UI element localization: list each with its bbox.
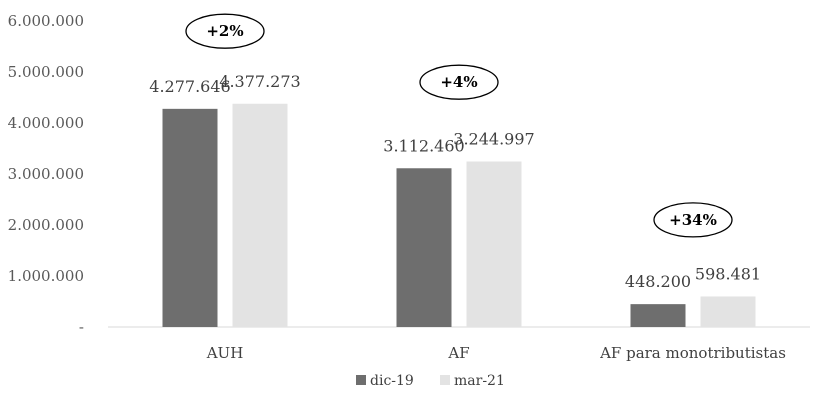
annotation-text-1: +4%: [440, 73, 477, 91]
legend-swatch-mar-21: [440, 375, 450, 385]
category-label-2: AF para monotributistas: [599, 344, 786, 362]
category-label-0: AUH: [206, 344, 244, 362]
bar-dic-19-0: [162, 108, 218, 327]
bar-dic-19-2: [630, 304, 686, 327]
y-tick-label-1: 1.000.000: [8, 267, 84, 285]
data-label-mar-21-1: 3.244.997: [453, 130, 534, 149]
bar-mar-21-1: [466, 161, 522, 327]
y-tick-label-5: 5.000.000: [8, 63, 84, 81]
y-tick-label-4: 4.000.000: [8, 114, 84, 132]
y-tick-label-3: 3.000.000: [8, 165, 84, 183]
legend-label-mar-21: mar-21: [454, 373, 505, 389]
annotations: +2% +4% +34%: [185, 13, 733, 238]
y-axis: - 1.000.000 2.000.000 3.000.000 4.000.000 5.0…: [8, 12, 84, 336]
annotation-ellipse-0: [185, 13, 265, 49]
annotation-ellipse-1: [419, 64, 499, 100]
legend: dic-19 mar-21: [356, 373, 505, 389]
data-label-dic-19-2: 448.200: [625, 272, 691, 291]
data-label-mar-21-2: 598.481: [695, 264, 761, 283]
annotation-text-2: +34%: [669, 211, 717, 229]
legend-swatch-dic-19: [356, 375, 366, 385]
bar-mar-21-2: [700, 296, 756, 327]
data-label-dic-19-0: 4.277.646: [149, 77, 230, 96]
bar-mar-21-0: [232, 103, 288, 327]
bar-dic-19-1: [396, 168, 452, 327]
annotation-ellipse-2: [653, 202, 733, 238]
y-tick-label-2: 2.000.000: [8, 216, 84, 234]
y-tick-label-0: -: [79, 318, 84, 336]
annotation-text-0: +2%: [206, 22, 243, 40]
data-label-dic-19-1: 3.112.460: [383, 136, 464, 155]
category-labels: AUH AF AF para monotributistas: [206, 344, 786, 362]
y-tick-label-6: 6.000.000: [8, 12, 84, 30]
bars: [162, 103, 756, 327]
legend-label-dic-19: dic-19: [370, 373, 414, 389]
category-label-1: AF: [447, 344, 469, 362]
data-label-mar-21-0: 4.377.273: [219, 72, 300, 91]
